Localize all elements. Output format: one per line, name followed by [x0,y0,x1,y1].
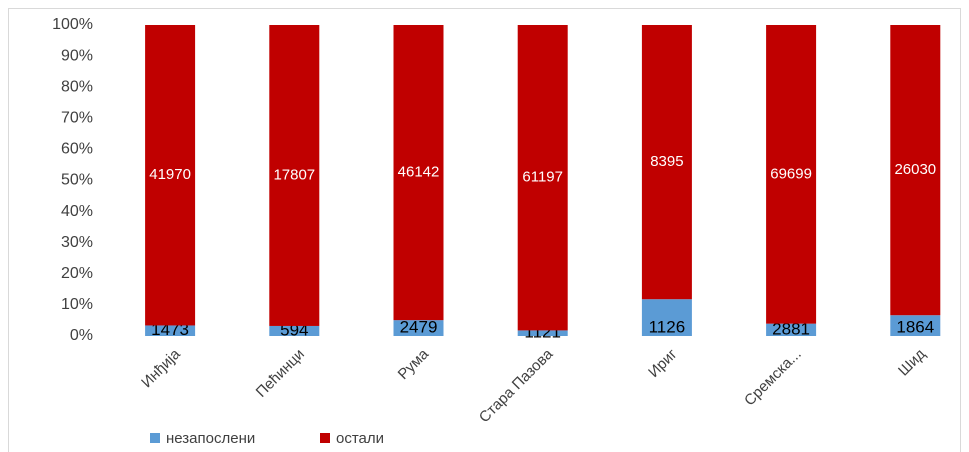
bar-segment [890,315,941,336]
chart-frame [8,8,961,452]
bar-segment [393,25,444,321]
data-label: 61197 [522,169,563,186]
bar-segment [269,325,320,336]
bar-segment [517,25,568,331]
bar-segment [766,25,817,324]
data-label: 2881 [772,319,810,338]
data-label: 69699 [770,165,812,182]
data-label: 26030 [894,161,936,178]
y-tick-label: 20% [61,265,93,282]
y-tick-label: 100% [52,16,93,33]
bar-segment [641,25,692,300]
x-tick-label: Шид [895,345,929,379]
y-tick-label: 50% [61,172,93,189]
x-tick-label: Ириг [645,345,681,381]
x-tick-label: Сремска... [741,346,805,410]
y-tick-label: 40% [61,203,93,220]
data-label: 17807 [273,166,315,183]
data-label: 2479 [400,318,438,337]
bar-segment [145,325,196,336]
data-label: 8395 [650,153,683,170]
legend-label: остали [336,430,384,447]
bar-segment [145,25,196,326]
data-label: 41970 [149,166,191,183]
y-tick-label: 0% [70,327,93,344]
x-tick-label: Пећинци [253,346,308,401]
y-tick-label: 60% [61,141,93,158]
data-label: 1864 [896,317,934,336]
y-tick-label: 30% [61,234,93,251]
data-label: 1126 [649,317,686,336]
y-tick-label: 80% [61,78,93,95]
y-tick-label: 90% [61,47,93,64]
bar-segment [393,320,444,336]
x-tick-label: Рума [395,345,433,383]
bar-segment [890,25,941,316]
x-tick-label: Инђија [138,345,184,391]
bar-segment [766,323,817,336]
bar-segment [517,330,568,336]
y-tick-label: 70% [61,110,93,127]
legend-swatch [320,433,330,443]
bar-segment [641,299,692,336]
legend-swatch [150,433,160,443]
x-tick-label: Стара Пазова [476,345,557,426]
data-label: 46142 [398,164,440,181]
y-tick-label: 10% [61,296,93,313]
legend-label: незапослени [166,430,255,447]
bar-segment [269,25,320,326]
